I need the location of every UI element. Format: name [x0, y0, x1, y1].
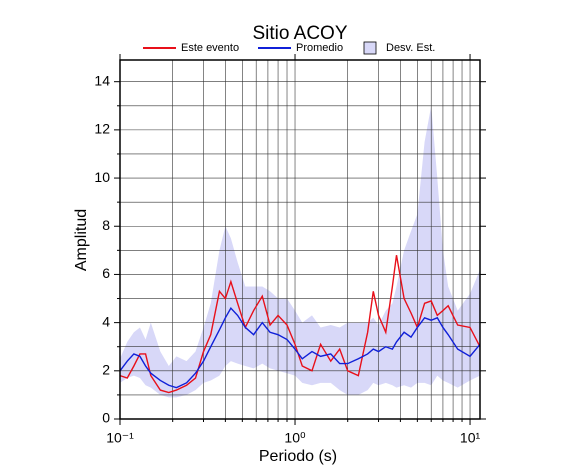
y-tick-label: 4 [102, 313, 110, 329]
y-tick-label: 0 [102, 410, 110, 426]
x-tick-label: 10⁻¹ [106, 430, 134, 446]
y-tick-label: 12 [94, 121, 110, 137]
series-line [119, 306, 481, 389]
y-tick-label: 6 [102, 265, 110, 281]
x-tick-label: 10⁰ [284, 430, 306, 446]
y-tick-label: 14 [94, 72, 110, 88]
legend-label: Promedio [296, 42, 343, 54]
legend-swatch [363, 41, 377, 55]
chart-title: Sitio ACOY [252, 23, 347, 44]
plot-frame [119, 59, 481, 420]
legend-label: Desv. Est. [386, 42, 435, 54]
legend-label: Este evento [181, 42, 239, 54]
y-tick-label: 10 [94, 169, 110, 185]
x-tick-label: 10¹ [460, 430, 481, 446]
y-axis-label: Amplitud [73, 209, 90, 271]
y-tick-label: 2 [102, 362, 110, 378]
std-band [120, 105, 480, 398]
x-axis-label: Periodo (s) [259, 448, 337, 465]
y-tick-label: 8 [102, 217, 110, 233]
series-line [119, 255, 481, 394]
